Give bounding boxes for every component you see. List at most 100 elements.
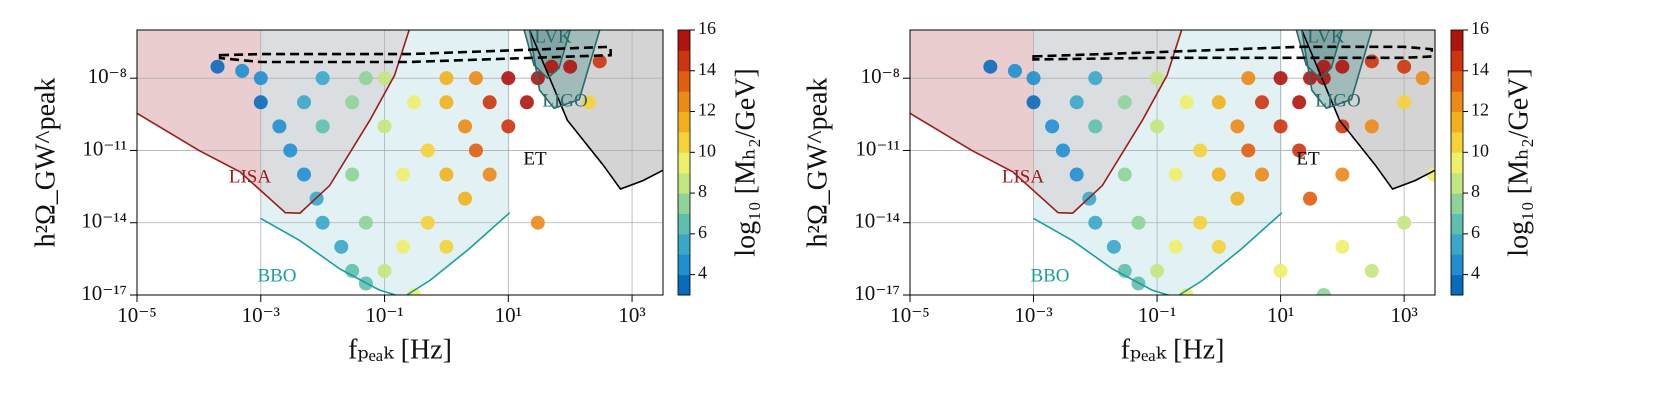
data-point (1241, 143, 1256, 158)
data-point (468, 143, 483, 158)
data-point (439, 71, 454, 86)
sensitivity-curve (1033, 212, 1283, 295)
data-point (1211, 167, 1226, 182)
data-point (1273, 71, 1288, 86)
x-axis-label: fₚₑₐₖ [Hz] (1121, 334, 1225, 365)
data-point (519, 95, 534, 110)
data-point (1415, 71, 1430, 86)
y-tick-label: 10⁻¹⁷ (854, 281, 900, 305)
data-point (420, 215, 435, 230)
data-point (297, 167, 312, 182)
data-point (253, 95, 268, 110)
data-point (1273, 263, 1288, 278)
sensitivity-curve (528, 30, 601, 110)
x-tick-label: 10⁻⁵ (117, 303, 156, 327)
plot-frame (136, 29, 664, 296)
data-point (396, 239, 411, 254)
data-point (358, 71, 373, 86)
x-axis-label: fₚₑₐₖ [Hz] (348, 334, 452, 365)
colorbar-tick-label: 16 (698, 18, 716, 38)
colorbar-band (678, 152, 690, 174)
panel: LISA BBO ET LIGO LVK 10⁻⁵ 10⁻³ 10⁻¹ 10¹ 10³ 10⁻¹⁷ 1… (802, 18, 1534, 365)
data-point (1168, 167, 1183, 182)
data-point (1106, 239, 1121, 254)
data-point (345, 95, 360, 110)
data-point (501, 119, 516, 134)
data-point (1211, 239, 1226, 254)
data-point (334, 239, 349, 254)
sensitivity-curve (523, 30, 571, 80)
data-point (377, 71, 392, 86)
data-point (1241, 71, 1256, 86)
data-point (1026, 95, 1041, 110)
data-point (482, 167, 497, 182)
curve-label: LISA (229, 166, 272, 187)
y-tick-label: 10⁻¹¹ (855, 136, 900, 160)
colorbar-tick-label: 12 (698, 100, 716, 120)
data-point (272, 119, 287, 134)
colorbar-band (1451, 213, 1463, 235)
colorbar-tick-label: 4 (1471, 263, 1480, 283)
data-point (581, 95, 596, 110)
data-point (439, 95, 454, 110)
data-point (1292, 143, 1307, 158)
colorbar-band (1451, 131, 1463, 153)
colorbar-tick-label: 8 (1471, 181, 1480, 201)
data-point (439, 167, 454, 182)
colorbar-label: log₁₀ [Mₕ₂/GeV] (1503, 68, 1534, 256)
curve-label: LIGO (542, 90, 587, 111)
y-tick-label: 10⁻⁸ (88, 64, 127, 88)
data-point (1045, 119, 1060, 134)
data-point (1254, 95, 1269, 110)
data-point (458, 119, 473, 134)
colorbar-tick-label: 14 (698, 59, 716, 79)
colorbar-band (1451, 91, 1463, 113)
sensitivity-curve (1300, 30, 1373, 110)
colorbar-band (678, 111, 690, 133)
colorbar-band (1451, 233, 1463, 255)
data-point (530, 215, 545, 230)
data-point (1069, 95, 1084, 110)
colorbar-band (678, 70, 690, 92)
data-point (315, 71, 330, 86)
x-tick-label: 10⁻⁵ (890, 303, 929, 327)
colorbar-band (678, 193, 690, 214)
colorbar-band (1451, 172, 1463, 194)
curve-label: LVK (534, 26, 572, 47)
data-point (210, 59, 225, 74)
data-point (1316, 288, 1331, 295)
plot-frame (909, 29, 1436, 296)
data-point (420, 143, 435, 158)
colorbar-band (678, 254, 690, 276)
curve-label: BBO (257, 265, 296, 286)
data-point (1193, 143, 1208, 158)
panel: LISA BBO ET LIGO LVK 10⁻⁵ 10⁻³ 10⁻¹ 10¹ 10³ 10⁻¹⁷ 1… (30, 18, 761, 365)
data-point (1316, 59, 1331, 74)
data-point (592, 54, 607, 69)
data-point (1364, 119, 1379, 134)
data-point (1335, 59, 1350, 74)
y-tick-label: 10⁻¹⁴ (81, 209, 127, 233)
x-tick-label: 10³ (618, 303, 645, 327)
sensitivity-curve (1301, 30, 1435, 191)
data-point (1131, 215, 1146, 230)
colorbar-tick-label: 14 (1471, 59, 1489, 79)
curve-label: LIGO (1315, 90, 1360, 111)
colorbar-band (678, 172, 690, 194)
colorbar-band (1451, 111, 1463, 133)
data-point (396, 167, 411, 182)
data-point (1117, 167, 1132, 182)
data-point (1230, 191, 1245, 206)
data-point (1303, 191, 1318, 206)
data-point (1230, 119, 1245, 134)
x-tick-label: 10⁻³ (242, 303, 280, 327)
data-point (1026, 71, 1041, 86)
data-point (983, 59, 998, 74)
curve-label: LISA (1002, 166, 1045, 187)
data-point (315, 119, 330, 134)
x-tick-label: 10¹ (495, 303, 522, 327)
colorbar-band (1451, 274, 1463, 296)
curve-label: LVK (1307, 26, 1345, 47)
sensitivity-curve (528, 30, 663, 191)
sensitivity-curve (260, 212, 511, 295)
